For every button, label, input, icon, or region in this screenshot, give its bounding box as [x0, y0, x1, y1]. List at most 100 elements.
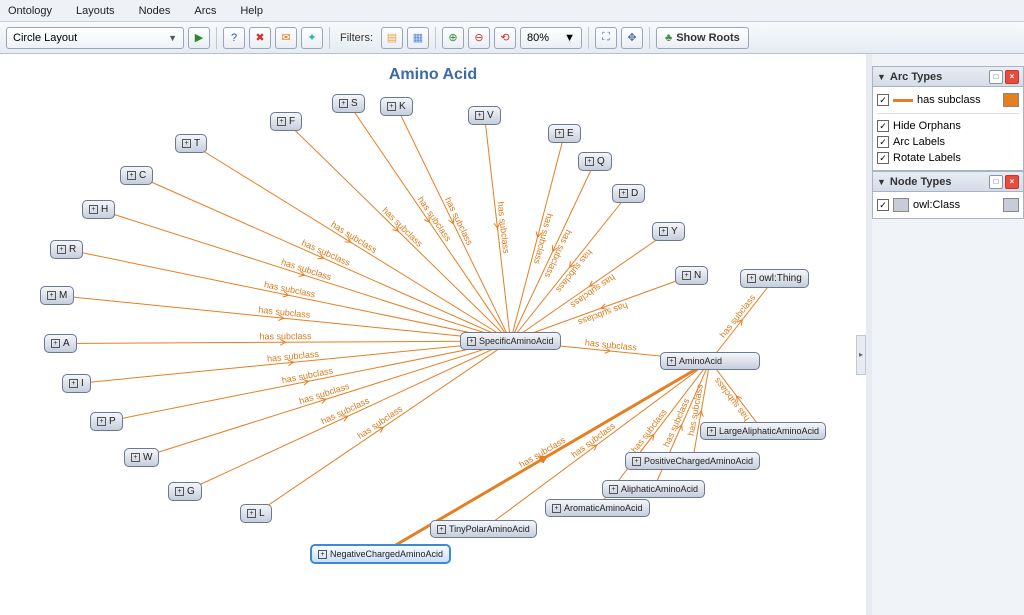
zoom-in-button[interactable]: ⊕	[442, 27, 464, 49]
clear-button[interactable]: ✖	[249, 27, 271, 49]
expand-icon[interactable]: +	[131, 453, 140, 462]
zoom-out-button[interactable]: ⊖	[468, 27, 490, 49]
option-arc-labels[interactable]: ✓ Arc Labels	[877, 134, 1019, 150]
expand-icon[interactable]: +	[247, 509, 256, 518]
graph-node-SpecificAminoAcid[interactable]: +SpecificAminoAcid	[460, 332, 561, 350]
menu-nodes[interactable]: Nodes	[139, 5, 171, 17]
graph-node-M[interactable]: +M	[40, 286, 74, 305]
arc-swatch[interactable]	[1003, 93, 1019, 107]
graph-node-AliphaticAminoAcid[interactable]: +AliphaticAminoAcid	[602, 480, 705, 498]
node-swatch[interactable]	[1003, 198, 1019, 212]
graph-node-E[interactable]: +E	[548, 124, 581, 143]
graph-node-V[interactable]: +V	[468, 106, 501, 125]
graph-node-G[interactable]: +G	[168, 482, 202, 501]
graph-node-T[interactable]: +T	[175, 134, 207, 153]
expand-icon[interactable]: +	[747, 274, 756, 283]
expand-icon[interactable]: +	[659, 227, 668, 236]
expand-icon[interactable]: +	[555, 129, 564, 138]
expand-icon[interactable]: +	[619, 189, 628, 198]
graph-node-AromaticAminoAcid[interactable]: +AromaticAminoAcid	[545, 499, 650, 517]
graph-node-P[interactable]: +P	[90, 412, 123, 431]
graph-node-K[interactable]: +K	[380, 97, 413, 116]
graph-node-Y[interactable]: +Y	[652, 222, 685, 241]
expand-icon[interactable]: +	[552, 504, 561, 513]
collapse-panel-button[interactable]: ▸	[856, 335, 866, 375]
expand-icon[interactable]: +	[667, 357, 676, 366]
filter-button-2[interactable]: ▦	[407, 27, 429, 49]
expand-icon[interactable]: +	[632, 457, 641, 466]
show-roots-button[interactable]: ♣ Show Roots	[656, 27, 749, 49]
expand-icon[interactable]: +	[57, 245, 66, 254]
fit-button[interactable]: ⛶	[595, 27, 617, 49]
run-layout-button[interactable]: ▶	[188, 27, 210, 49]
expand-icon[interactable]: +	[467, 337, 476, 346]
arc-types-header[interactable]: ▼ Arc Types □ ×	[873, 67, 1023, 87]
expand-icon[interactable]: +	[51, 339, 60, 348]
option-rotate-labels[interactable]: ✓ Rotate Labels	[877, 150, 1019, 166]
graph-node-LargeAliphaticAminoAcid[interactable]: +LargeAliphaticAminoAcid	[700, 422, 826, 440]
expand-icon[interactable]: +	[585, 157, 594, 166]
menu-help[interactable]: Help	[240, 5, 263, 17]
expand-icon[interactable]: +	[707, 427, 716, 436]
expand-icon[interactable]: +	[127, 171, 136, 180]
graph-node-H[interactable]: +H	[82, 200, 115, 219]
expand-icon[interactable]: +	[69, 379, 78, 388]
graph-node-D[interactable]: +D	[612, 184, 645, 203]
node-type-item[interactable]: ✓ owl:Class	[877, 196, 1019, 214]
maximize-button[interactable]: □	[989, 175, 1003, 189]
graph-node-S[interactable]: +S	[332, 94, 365, 113]
expand-icon[interactable]: +	[387, 102, 396, 111]
expand-icon[interactable]: +	[437, 525, 446, 534]
node-label: V	[487, 110, 494, 121]
checkbox-icon[interactable]: ✓	[877, 199, 889, 211]
expand-icon[interactable]: +	[47, 291, 56, 300]
expand-icon[interactable]: +	[339, 99, 348, 108]
graph-node-owlThing[interactable]: +owl:Thing	[740, 269, 809, 288]
graph-node-TinyPolarAminoAcid[interactable]: +TinyPolarAminoAcid	[430, 520, 537, 538]
menu-ontology[interactable]: Ontology	[8, 5, 52, 17]
expand-icon[interactable]: +	[97, 417, 106, 426]
arc-type-item[interactable]: ✓ has subclass	[877, 91, 1019, 109]
graph-node-I[interactable]: +I	[62, 374, 91, 393]
maximize-button[interactable]: □	[989, 70, 1003, 84]
checkbox-icon[interactable]: ✓	[877, 136, 889, 148]
graph-node-Q[interactable]: +Q	[578, 152, 612, 171]
checkbox-icon[interactable]: ✓	[877, 120, 889, 132]
graph-node-L[interactable]: +L	[240, 504, 272, 523]
graph-node-W[interactable]: +W	[124, 448, 159, 467]
node-types-panel: ▼ Node Types □ × ✓ owl:Class	[872, 171, 1024, 219]
graph-node-C[interactable]: +C	[120, 166, 153, 185]
menu-layouts[interactable]: Layouts	[76, 5, 115, 17]
graph-node-R[interactable]: +R	[50, 240, 83, 259]
node-types-header[interactable]: ▼ Node Types □ ×	[873, 172, 1023, 192]
expand-icon[interactable]: +	[182, 139, 191, 148]
zoom-level-dropdown[interactable]: 80% ▼	[520, 27, 582, 49]
option-hide-orphans[interactable]: ✓ Hide Orphans	[877, 118, 1019, 134]
expand-icon[interactable]: +	[277, 117, 286, 126]
close-button[interactable]: ×	[1005, 175, 1019, 189]
graph-node-NegativeChargedAminoAcid[interactable]: +NegativeChargedAminoAcid	[310, 544, 451, 564]
checkbox-icon[interactable]: ✓	[877, 152, 889, 164]
expand-icon[interactable]: +	[318, 550, 327, 559]
graph-node-F[interactable]: +F	[270, 112, 302, 131]
graph-node-N[interactable]: +N	[675, 266, 708, 285]
layout-dropdown[interactable]: Circle Layout ▼	[6, 27, 184, 49]
menu-arcs[interactable]: Arcs	[194, 5, 216, 17]
expand-icon[interactable]: +	[682, 271, 691, 280]
help-button[interactable]: ?	[223, 27, 245, 49]
close-button[interactable]: ×	[1005, 70, 1019, 84]
zoom-reset-button[interactable]: ⟲	[494, 27, 516, 49]
expand-icon[interactable]: +	[89, 205, 98, 214]
refresh-button[interactable]: ✦	[301, 27, 323, 49]
graph-node-PositiveChargedAminoAcid[interactable]: +PositiveChargedAminoAcid	[625, 452, 760, 470]
pan-button[interactable]: ✥	[621, 27, 643, 49]
graph-node-A[interactable]: +A	[44, 334, 77, 353]
expand-icon[interactable]: +	[175, 487, 184, 496]
expand-icon[interactable]: +	[609, 485, 618, 494]
checkbox-icon[interactable]: ✓	[877, 94, 889, 106]
expand-icon[interactable]: +	[475, 111, 484, 120]
mail-button[interactable]: ✉	[275, 27, 297, 49]
graph-canvas[interactable]: Amino Acid has subclasshas subclasshas s…	[0, 54, 872, 615]
graph-node-AminoAcid[interactable]: +AminoAcid	[660, 352, 760, 370]
filter-button-1[interactable]: ▤	[381, 27, 403, 49]
